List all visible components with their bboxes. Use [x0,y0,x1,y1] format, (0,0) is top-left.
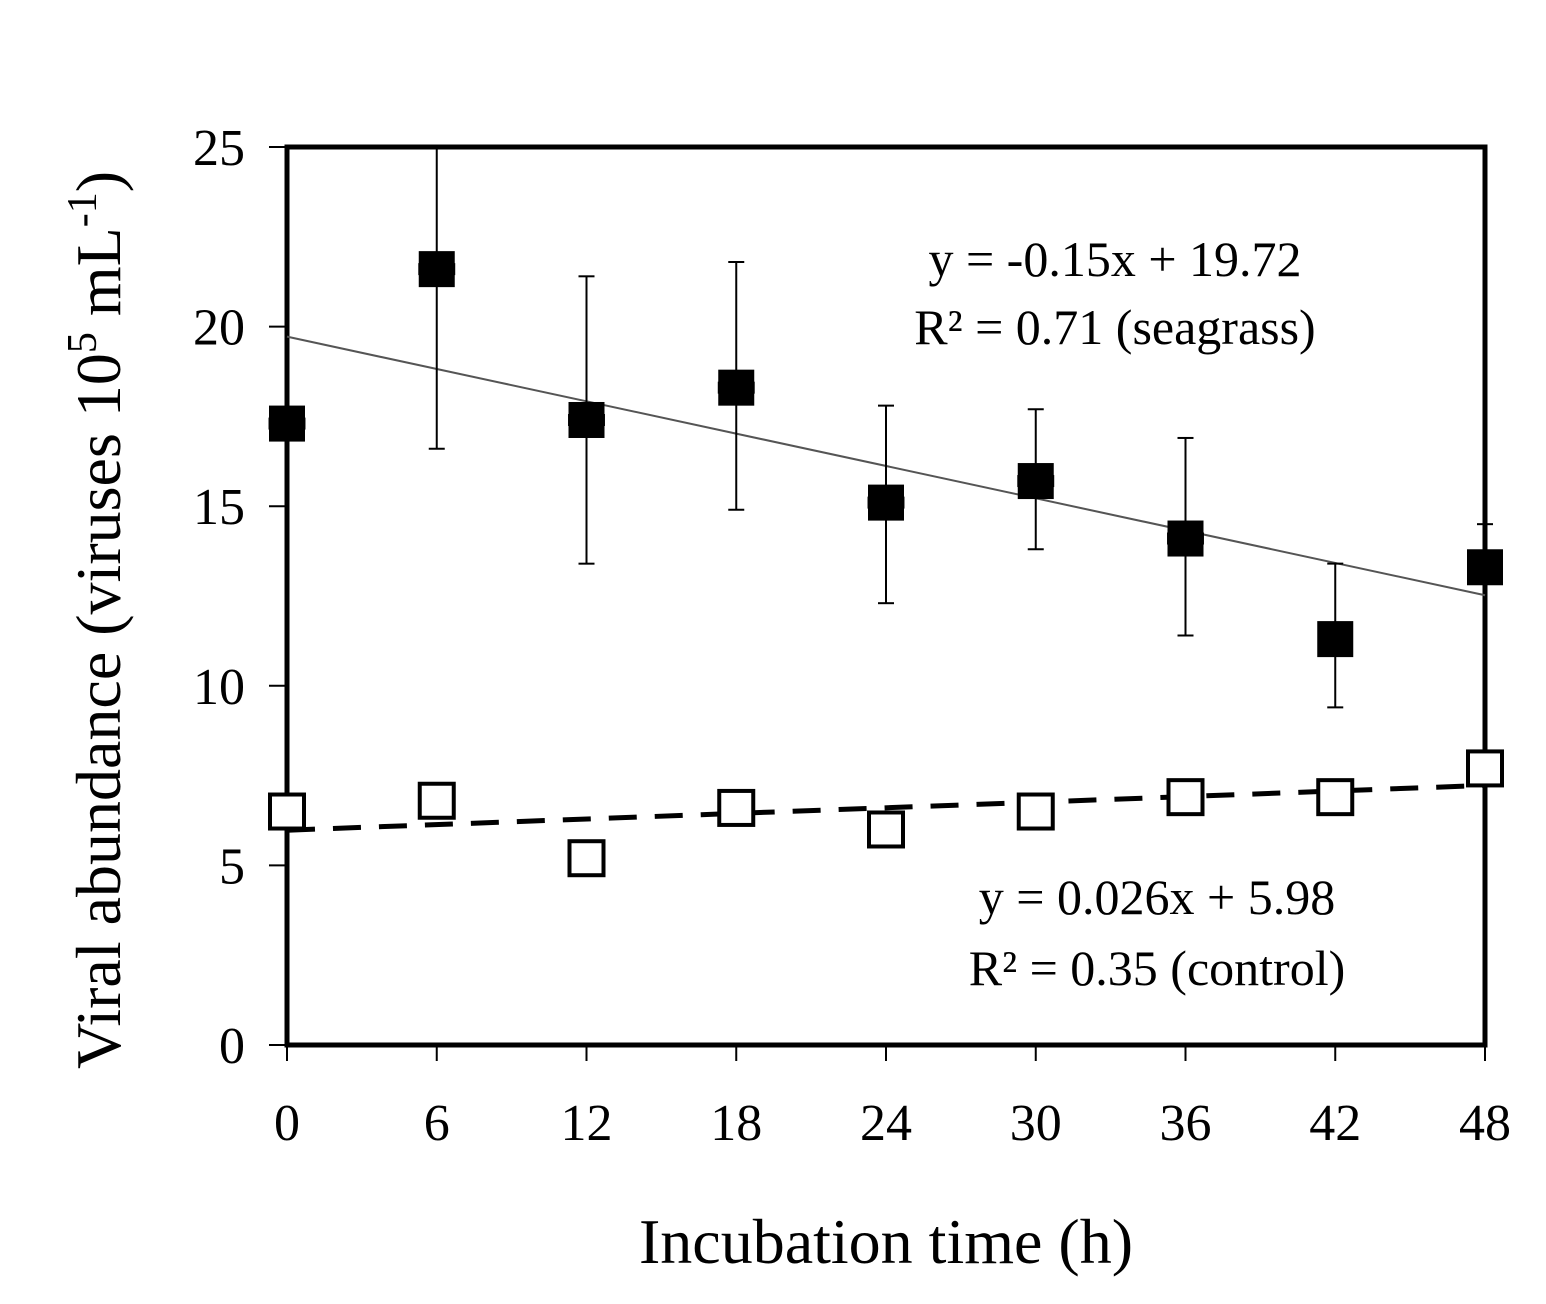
seagrass-data-point [269,405,305,442]
control-trendline [286,782,1486,833]
x-tick-label: 18 [710,1095,762,1152]
data-markers [268,251,1504,878]
seagrass-data-point [1017,463,1054,500]
x-axis-label: Incubation time (h) [639,1206,1133,1277]
y-axis-label-sup1: 5 [60,332,106,353]
control-r2: R² = 0.35 (control) [969,940,1345,996]
seagrass-data-point [1467,549,1503,586]
seagrass-data-point [718,369,755,406]
control-data-point [1166,778,1205,817]
y-axis-label-sup2: -1 [60,192,106,227]
y-tick-label: 20 [193,300,245,357]
y-axis-label-end: ) [63,171,134,192]
y-tick-label: 5 [219,838,245,895]
y-axis-label: Viral abundance (viruses 105 mL-1) [60,171,134,1069]
seagrass-data-point [1167,520,1204,557]
y-axis-ticks: 0 5 10 15 20 25 [193,120,287,1075]
control-data-point [867,810,905,849]
control-data-point [717,788,756,827]
control-data-point [1466,749,1504,788]
x-tick-label: 6 [424,1095,450,1152]
control-data-point [417,781,456,820]
y-axis-label-main: Viral abundance (viruses 10 [63,353,134,1069]
control-equation: y = 0.026x + 5.98 [979,869,1335,925]
x-tick-label: 12 [561,1095,613,1152]
x-tick-label: 36 [1160,1095,1212,1152]
x-tick-label: 30 [1010,1095,1062,1152]
error-bars [268,146,1501,709]
seagrass-equation: y = -0.15x + 19.72 [928,231,1301,287]
control-data-point [268,792,306,831]
control-data-point [567,839,606,878]
y-tick-label: 0 [219,1018,245,1075]
y-tick-label: 25 [193,120,245,177]
y-tick-label: 10 [193,659,245,716]
control-data-point [1016,792,1055,831]
x-tick-label: 48 [1459,1095,1511,1152]
y-axis-label-mid: mL [63,227,134,332]
seagrass-data-point [418,251,455,288]
x-tick-label: 42 [1309,1095,1361,1152]
seagrass-data-point [868,484,904,521]
x-tick-label: 0 [274,1095,300,1152]
control-data-point [1316,778,1355,817]
x-tick-label: 24 [860,1095,912,1152]
x-axis-ticks: 0 6 12 18 24 30 36 42 48 [274,1045,1511,1152]
seagrass-data-point [568,401,605,438]
y-tick-label: 15 [193,479,245,536]
seagrass-data-point [1317,621,1354,658]
seagrass-r2: R² = 0.71 (seagrass) [914,299,1315,355]
